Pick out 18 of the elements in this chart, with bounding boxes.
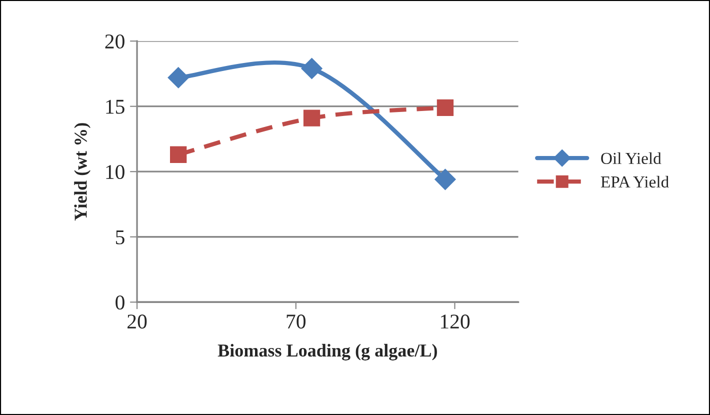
y-axis-title: Yield (wt %): [74, 123, 90, 221]
legend-label: Oil Yield: [601, 152, 662, 164]
point: [434, 168, 456, 190]
x-tick-label: 20: [128, 314, 147, 329]
legend-label: EPA Yield: [600, 176, 669, 188]
y-tick-label: 5: [116, 230, 124, 244]
y-tick-label: 15: [106, 100, 124, 114]
point: [301, 58, 322, 80]
y-tick-label: 0: [116, 295, 124, 310]
x-axis-title: Biomass Loading (g algae/L): [218, 344, 437, 360]
y-tick-label: 20: [105, 34, 124, 49]
point: [170, 146, 187, 163]
point: [436, 99, 454, 116]
point: [168, 67, 189, 88]
y-tick-label: 10: [106, 164, 124, 180]
x-tick-label: 70: [286, 314, 306, 329]
point: [303, 110, 320, 126]
x-tick-label: 120: [440, 314, 470, 329]
